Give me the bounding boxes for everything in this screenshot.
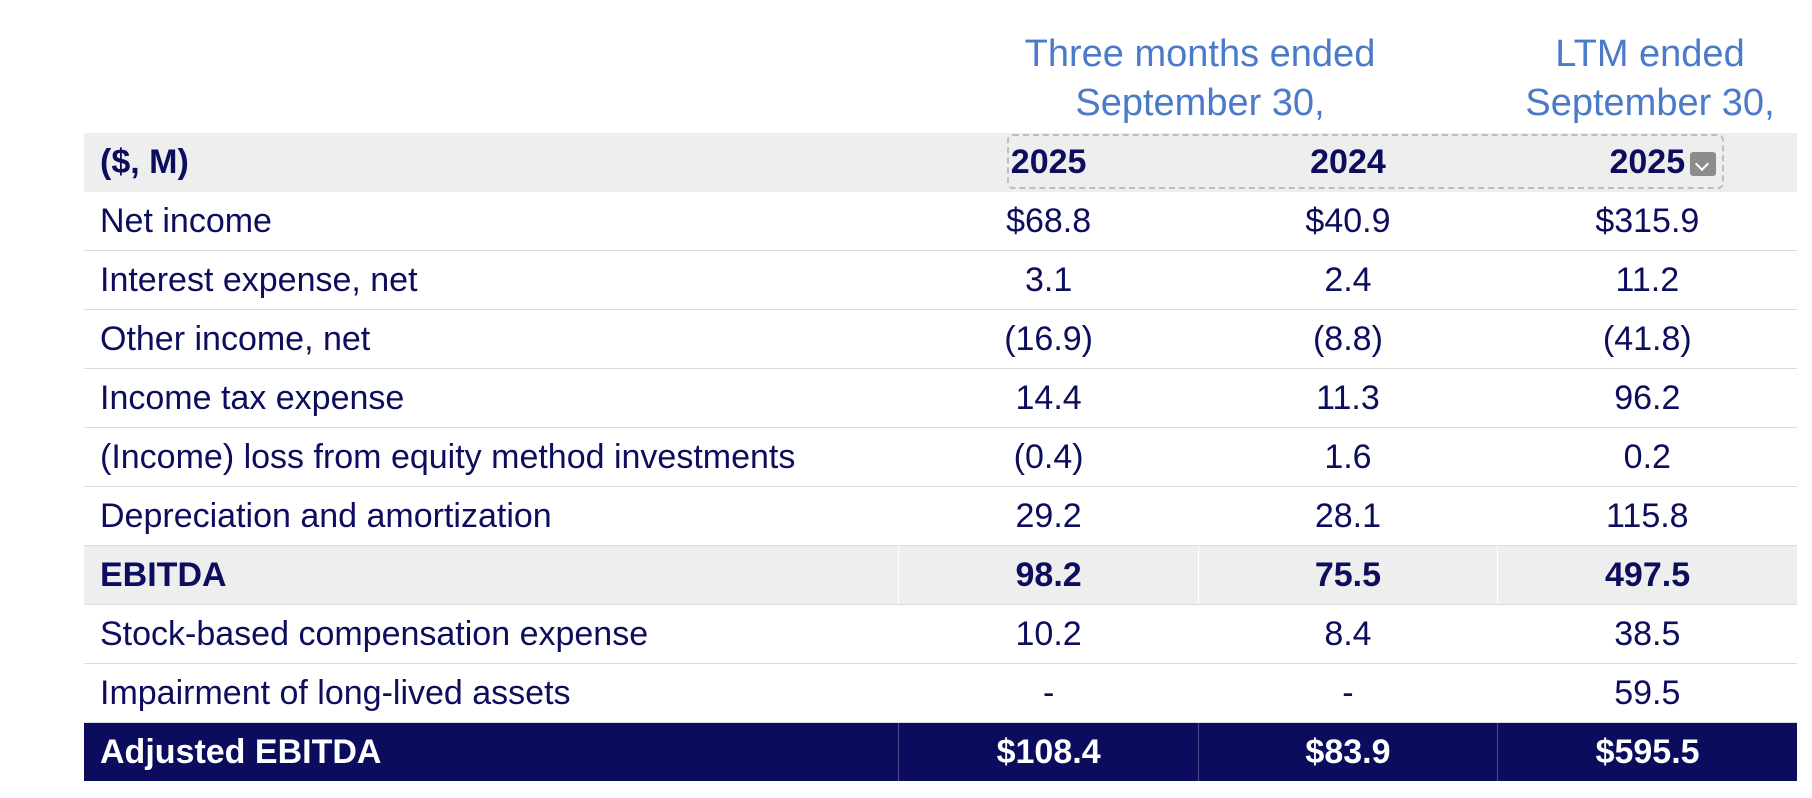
- cell-value: (16.9): [898, 309, 1199, 369]
- table-row: Other income, net (16.9) (8.8) (41.8): [84, 309, 1797, 369]
- cell-value: 0.2: [1497, 427, 1797, 487]
- cell-value: $40.9: [1198, 192, 1498, 251]
- table-row: Income tax expense 14.4 11.3 96.2: [84, 368, 1797, 428]
- cell-value: 115.8: [1497, 486, 1797, 546]
- units-label: ($, M): [84, 133, 899, 192]
- cell-value: 75.5: [1197, 545, 1498, 605]
- cell-value: 11.3: [1198, 368, 1498, 428]
- adjusted-ebitda-row: Adjusted EBITDA $108.4 $83.9 $595.5: [84, 722, 1797, 781]
- cell-value: -: [898, 663, 1199, 723]
- cell-value: 96.2: [1497, 368, 1797, 428]
- column-header-2024-q: 2024: [1198, 133, 1498, 192]
- row-label: Interest expense, net: [84, 250, 899, 310]
- row-label: (Income) loss from equity method investm…: [84, 427, 899, 487]
- table-row: Impairment of long-lived assets - - 59.5: [84, 663, 1797, 723]
- three-months-header-line2: September 30,: [1075, 82, 1325, 124]
- table-header-row: ($, M) 2025 2024 2025: [84, 133, 1797, 192]
- cell-value: 2.4: [1198, 250, 1498, 310]
- cell-value: 1.6: [1198, 427, 1498, 487]
- ebitda-row: EBITDA 98.2 75.5 497.5: [84, 545, 1797, 605]
- row-label: Net income: [84, 192, 899, 251]
- cell-value: 8.4: [1198, 604, 1498, 664]
- row-label: EBITDA: [84, 545, 899, 605]
- row-label: Adjusted EBITDA: [84, 722, 899, 781]
- cell-value: 28.1: [1198, 486, 1498, 546]
- ebitda-reconciliation-table: ($, M) 2025 2024 2025 Net income $68.8 $…: [84, 133, 1797, 781]
- ltm-header: LTM ended September 30,: [1500, 30, 1800, 128]
- column-header-2025-q: 2025: [898, 133, 1199, 192]
- column-header-2025-ltm: 2025: [1497, 133, 1797, 192]
- row-label: Depreciation and amortization: [84, 486, 899, 546]
- three-months-header-line1: Three months ended: [1024, 33, 1376, 75]
- table-row: (Income) loss from equity method investm…: [84, 427, 1797, 487]
- cell-value: $68.8: [898, 192, 1199, 251]
- cell-value: (41.8): [1497, 309, 1797, 369]
- cell-value: 497.5: [1497, 545, 1797, 605]
- cell-value: (8.8): [1198, 309, 1498, 369]
- cell-value: $83.9: [1197, 722, 1498, 781]
- cell-value: 98.2: [898, 545, 1199, 605]
- cell-value: -: [1198, 663, 1498, 723]
- table-row: Depreciation and amortization 29.2 28.1 …: [84, 486, 1797, 546]
- ltm-header-line1: LTM ended: [1555, 33, 1745, 75]
- cell-value: 3.1: [898, 250, 1199, 310]
- cell-value: 59.5: [1497, 663, 1797, 723]
- row-label: Impairment of long-lived assets: [84, 663, 899, 723]
- cell-value: $108.4: [898, 722, 1199, 781]
- cell-value: $595.5: [1497, 722, 1797, 781]
- cell-value: 38.5: [1497, 604, 1797, 664]
- chevron-down-icon[interactable]: [1690, 152, 1716, 176]
- cell-value: 14.4: [898, 368, 1199, 428]
- three-months-header: Three months ended September 30,: [1000, 30, 1400, 128]
- cell-value: (0.4): [898, 427, 1199, 487]
- table-row: Interest expense, net 3.1 2.4 11.2: [84, 250, 1797, 310]
- table-row: Net income $68.8 $40.9 $315.9: [84, 192, 1797, 251]
- cell-value: 11.2: [1497, 250, 1797, 310]
- cell-value: 10.2: [898, 604, 1199, 664]
- row-label: Other income, net: [84, 309, 899, 369]
- cell-value: 29.2: [898, 486, 1199, 546]
- ltm-header-line2: September 30,: [1525, 82, 1775, 124]
- table-row: Stock-based compensation expense 10.2 8.…: [84, 604, 1797, 664]
- row-label: Stock-based compensation expense: [84, 604, 899, 664]
- cell-value: $315.9: [1497, 192, 1797, 251]
- row-label: Income tax expense: [84, 368, 899, 428]
